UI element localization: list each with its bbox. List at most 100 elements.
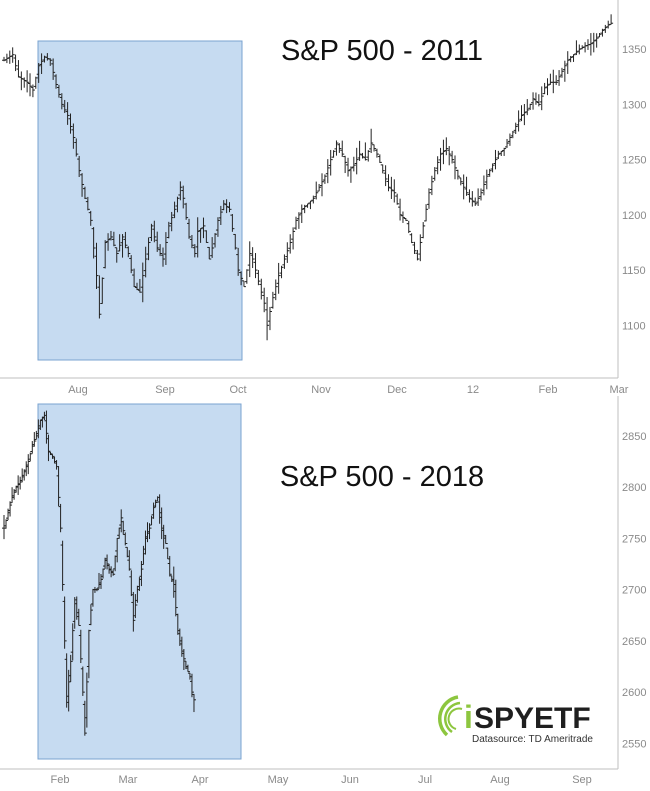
ohlc-bar [198,228,203,243]
ohlc-bar [58,503,63,533]
ohlc-bar [224,199,229,214]
y-tick-label: 1300 [622,99,646,111]
ohlc-bar [452,155,457,180]
y-tick-label: 2850 [622,431,646,443]
ohlc-bar [133,594,138,619]
ohlc-bar [10,47,15,63]
ohlc-bar [496,150,501,159]
ohlc-bar [62,99,67,114]
ohlc-bar [161,247,166,267]
x-ticks-2018: Feb Mar Apr May Jun Jul Aug Sep [51,774,592,786]
ohlc-bar [522,104,527,126]
ohlc-bar [26,454,31,475]
ohlc-bar [155,231,160,252]
ohlc-bar [337,143,342,153]
ohlc-bar [389,176,394,199]
ohlc-bar [146,237,151,261]
ohlc-bar [377,154,382,163]
chart-title-2018: S&P 500 - 2018 [280,461,484,493]
ohlc-bar [568,55,573,63]
ohlc-bar [372,144,377,152]
ohlc-bar [464,176,469,196]
ohlc-bar [56,84,61,98]
ohlc-bar [187,218,192,239]
ohlc-bar [458,177,463,186]
ohlc-bar [531,92,536,110]
ohlc-bar [409,233,414,244]
ohlc-bar [4,519,9,529]
ohlc-bar [305,203,310,208]
ohlc-bar [70,623,75,661]
ohlc-bar [201,217,206,239]
ohlc-bar [447,146,452,166]
ohlc-bar [62,596,67,649]
ohlc-bars-2018 [2,410,196,736]
ohlc-bar [343,155,348,174]
ohlc-bar [542,82,547,95]
ohlc-bar [28,73,33,97]
ohlc-bar [71,123,76,149]
ohlc-bar [354,147,359,175]
y-tick-label: 2750 [622,533,646,545]
ohlc-bar [424,204,429,222]
ohlc-bar [470,191,475,207]
ohlc-bar [525,99,530,116]
ohlc-bar [68,113,73,134]
ohlc-bar [398,198,403,221]
ohlc-bar [438,147,443,171]
x-tick-label: Aug [68,384,88,396]
ohlc-bar [195,217,200,258]
ohlc-bar [10,487,15,504]
ohlc-bar [273,279,278,301]
y-tick-label: 1100 [622,320,646,332]
ohlc-bar [22,77,27,88]
logo-wordmark: SPYETF [474,702,591,735]
ohlc-bar [173,579,178,617]
ohlc-bar [507,133,512,146]
ohlc-bar [51,58,56,80]
ohlc-bar [444,137,449,156]
ohlc-bar [270,291,275,309]
ohlc-bar [213,233,218,248]
ohlc-bar [571,54,576,62]
ohlc-bar [415,249,420,261]
ohlc-bar [91,227,96,259]
ohlc-bar [351,156,356,172]
x-tick-label: Feb [51,774,70,786]
ohlc-bar [328,149,333,176]
ohlc-bar [139,560,144,587]
ohlc-bar [400,211,405,223]
ohlc-bar [594,33,599,48]
ohlc-bar [366,150,371,162]
ohlc-bar [28,452,33,462]
ohlc-bar [2,515,6,540]
ohlc-bar [84,672,89,728]
ohlc-bar [59,93,64,110]
ohlc-bar [369,128,374,154]
ohlc-bar [461,174,466,200]
ohlc-bar [467,189,472,203]
ohlc-bar [82,700,87,736]
ohlc-bar [230,214,235,232]
ohlc-bar [30,441,35,454]
ohlc-bar [22,469,27,481]
ohlc-bar [132,268,137,288]
ohlc-bar [395,193,400,205]
ohlc-bar [236,247,241,276]
ohlc-bar [191,693,196,713]
ohlc-bar [101,568,106,579]
x-tick-label: Apr [191,774,208,786]
ohlc-bar [99,573,104,589]
ohlc-bar [545,78,550,96]
ohlc-bar [348,166,353,183]
ohlc-bar [8,501,13,517]
ohlc-bar [267,306,272,331]
ohlc-bar [131,591,136,632]
ohlc-bar [172,201,177,219]
ohlc-bar [476,188,481,206]
ohlc-bar [360,152,365,159]
ohlc-bar [189,673,194,698]
ohlc-bar [126,246,131,258]
ohlc-bar [247,241,252,278]
